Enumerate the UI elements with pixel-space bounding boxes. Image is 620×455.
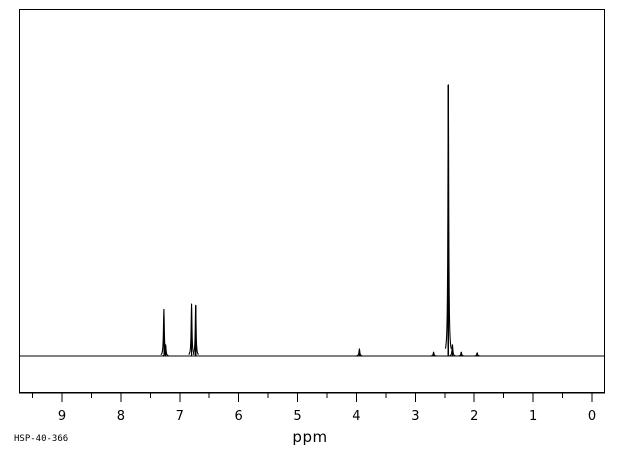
axis-tick-group: 9 8 7 6 5 4 3 2 1 0	[19, 392, 605, 424]
sample-id-label: HSP-40-366	[14, 434, 69, 444]
axis-tick-label: 3	[411, 409, 419, 424]
axis-tick-label: 2	[470, 409, 478, 424]
axis-tick-label: 5	[293, 409, 301, 424]
trace-group	[19, 84, 605, 357]
plot-frame	[19, 9, 605, 393]
axis-title: ppm	[292, 428, 328, 446]
axis-tick-label: 8	[117, 409, 125, 424]
axis-tick-label: 0	[588, 409, 596, 424]
axis-tick-label: 4	[352, 409, 360, 424]
ppm-axis: 9 8 7 6 5 4 3 2 1 0	[19, 392, 605, 424]
axis-tick-label: 1	[529, 409, 537, 424]
axis-tick-label: 9	[58, 409, 66, 424]
axis-tick-label: 7	[176, 409, 184, 424]
spectrum-trace	[19, 84, 605, 357]
axis-tick-label: 6	[235, 409, 243, 424]
